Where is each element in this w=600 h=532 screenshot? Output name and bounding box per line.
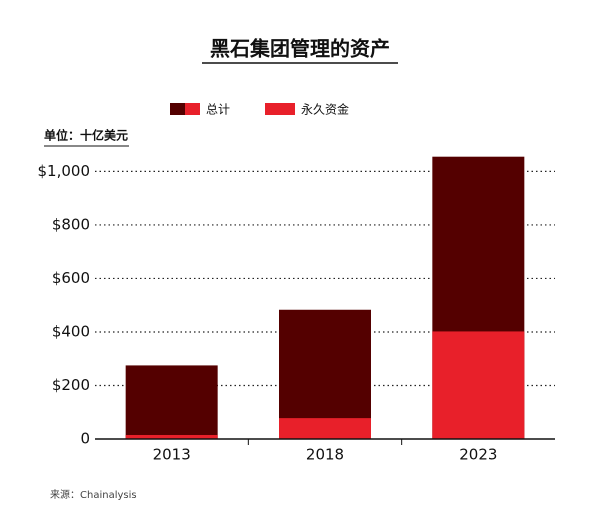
x-tick-label: 2023 [459, 446, 497, 464]
bar [432, 331, 525, 439]
legend-swatch [265, 103, 295, 115]
legend-swatch [170, 103, 185, 115]
chart-title: 黑石集团管理的资产 [210, 37, 390, 61]
x-tick-label: 2018 [306, 446, 344, 464]
unit-label: 单位：十亿美元 [44, 128, 128, 143]
y-tick-label: 0 [80, 430, 90, 448]
bar [279, 418, 371, 439]
bar [125, 434, 218, 439]
y-tick-label: $200 [52, 376, 90, 394]
legend-label: 总计 [206, 103, 230, 117]
bar [279, 309, 371, 439]
y-tick-label: $400 [52, 322, 90, 340]
bar [125, 365, 218, 439]
legend-label: 永久资金 [301, 102, 349, 117]
legend-swatch [185, 103, 200, 115]
y-tick-label: $600 [52, 269, 90, 287]
x-tick-label: 2013 [153, 446, 191, 464]
y-tick-label: $800 [52, 215, 90, 233]
source: 来源：Chainalysis [50, 488, 137, 501]
y-tick-label: $1,000 [38, 162, 91, 180]
